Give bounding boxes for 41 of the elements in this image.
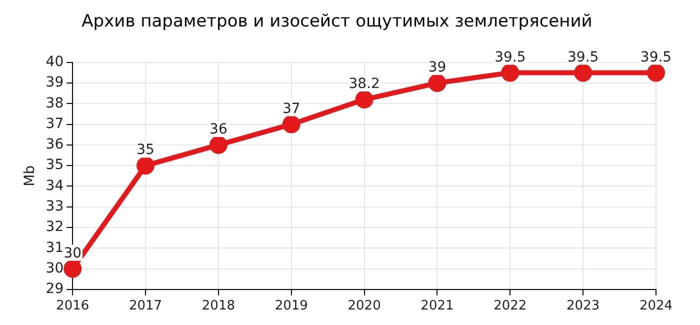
point: [282, 115, 300, 134]
y-tick-label: 37: [46, 116, 64, 132]
x-tick-label: 2016: [56, 298, 90, 314]
x-tick-label: 2019: [274, 298, 308, 314]
y-tick-label: 33: [46, 198, 64, 214]
data-label: 39.5: [494, 49, 526, 66]
chart-title: Архив параметров и изосейст ощутимых землетрясений: [82, 12, 592, 32]
x-tick-label: 2020: [348, 298, 381, 314]
y-tick-label: 29: [46, 281, 64, 298]
point: [136, 156, 155, 175]
point: [501, 64, 520, 82]
point: [209, 136, 228, 154]
y-axis-title: Mb: [22, 165, 38, 186]
data-label: 36: [210, 122, 228, 138]
data-label: 39.5: [640, 49, 672, 66]
y-tick-label: 30: [46, 260, 64, 276]
y-tick-label: 38: [46, 95, 64, 112]
y-tick-label: 32: [46, 219, 64, 236]
x-tick-label: 2017: [128, 298, 162, 314]
data-label: 38.2: [348, 76, 380, 92]
y-tick-label: 40: [46, 54, 64, 70]
point: [574, 64, 592, 82]
data-label: 39: [428, 60, 446, 76]
x-tick-label: 2022: [494, 298, 527, 314]
point: [355, 90, 374, 109]
y-tick-label: 39: [46, 74, 64, 91]
point: [64, 260, 82, 278]
data-label: 39.5: [567, 49, 599, 66]
x-tick-label: 2024: [639, 298, 673, 314]
point: [428, 74, 446, 92]
x-tick-label: 2023: [566, 298, 600, 314]
x-tick-label: 2018: [202, 298, 236, 314]
x-tick-label: 2021: [420, 298, 454, 314]
y-tick-label: 36: [46, 136, 64, 153]
y-tick-label: 34: [46, 178, 64, 194]
y-tick-label: 31: [46, 240, 64, 256]
data-label: 37: [282, 100, 300, 117]
data-label: 30: [64, 245, 82, 262]
point: [647, 64, 665, 82]
data-label: 35: [136, 142, 154, 158]
y-tick-label: 35: [46, 157, 64, 174]
